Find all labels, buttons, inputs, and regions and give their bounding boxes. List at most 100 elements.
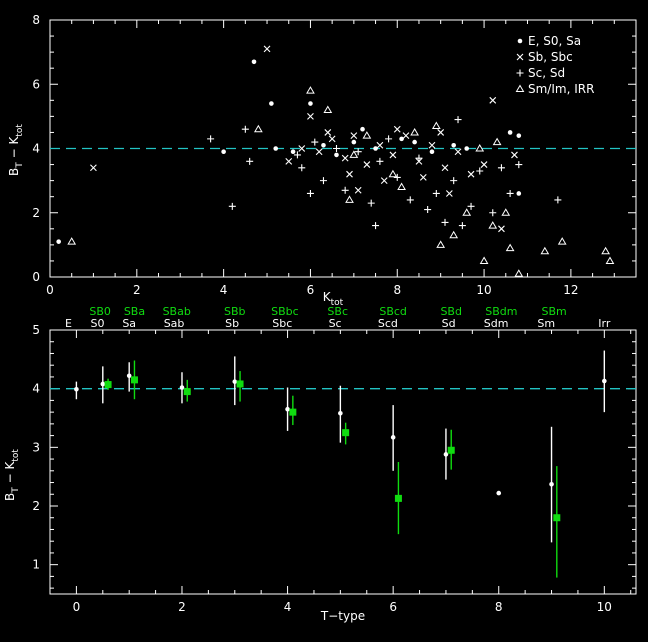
top-point-series-2 xyxy=(515,161,523,169)
bottom-point-series-0 xyxy=(179,385,185,390)
top-point-series-3 xyxy=(345,195,354,203)
bottom-y-tick-label: 2 xyxy=(32,499,40,513)
top-x-tick-label: 12 xyxy=(563,283,578,297)
bottom-point-series-0 xyxy=(285,406,290,412)
type-label-green: SBab xyxy=(163,305,191,318)
legend-marker-2 xyxy=(516,69,524,77)
top-point-series-3 xyxy=(488,221,498,229)
top-point-series-1 xyxy=(341,154,349,162)
top-point-series-2 xyxy=(432,189,440,197)
hubble-type-labels: E S0 Sa Sab Sb Sbc Sc Scd Sd Sdm Sm Irr SB0 SBa SBab SB… xyxy=(65,305,611,330)
bottom-point-series-1 xyxy=(447,446,455,454)
top-point-series-1 xyxy=(419,174,427,181)
top-point-series-0 xyxy=(273,146,279,151)
top-point-series-3 xyxy=(557,237,567,245)
top-x-tick-label: 6 xyxy=(307,283,315,297)
top-x-tick-label: 4 xyxy=(220,283,228,297)
type-label-white: Irr xyxy=(598,317,611,330)
bottom-x-tick-label: 2 xyxy=(178,600,186,614)
top-point-series-3 xyxy=(449,230,459,239)
top-y-tick-label: 4 xyxy=(32,142,40,156)
top-point-series-1 xyxy=(263,45,271,53)
top-point-series-0 xyxy=(507,130,513,135)
legend-markers xyxy=(515,38,525,92)
top-point-series-0 xyxy=(516,133,522,138)
bottom-point-series-0 xyxy=(549,481,554,487)
top-point-series-3 xyxy=(253,124,263,133)
top-point-series-3 xyxy=(349,150,359,158)
top-point-series-1 xyxy=(437,129,445,136)
top-point-series-1 xyxy=(467,170,475,178)
top-point-series-2 xyxy=(332,145,340,152)
top-point-series-3 xyxy=(67,237,77,245)
top-y-tick-label: 2 xyxy=(32,206,40,220)
bottom-point-series-0 xyxy=(602,378,607,384)
bottom-point-series-1 xyxy=(553,514,561,522)
bottom-ylabel-sub1: T xyxy=(11,487,21,494)
bottom-point-series-0 xyxy=(338,411,343,416)
type-label-green: SBd xyxy=(440,305,462,318)
top-point-series-1 xyxy=(380,177,388,185)
top-point-series-3 xyxy=(540,246,550,255)
top-point-series-2 xyxy=(241,125,249,133)
top-ylabel-main: B xyxy=(7,168,21,176)
type-label-white: Scd xyxy=(378,317,398,330)
top-point-series-2 xyxy=(506,189,514,197)
top-point-series-3 xyxy=(306,86,315,94)
top-point-series-3 xyxy=(501,208,511,216)
top-point-series-0 xyxy=(221,149,226,155)
top-point-series-3 xyxy=(431,121,441,130)
top-point-series-2 xyxy=(454,116,462,124)
top-x-tick-label: 10 xyxy=(476,283,491,297)
top-x-tick-label: 2 xyxy=(133,283,141,297)
top-point-series-0 xyxy=(251,59,257,65)
legend-entry-0: E, S0, Sa xyxy=(528,34,581,48)
bottom-point-series-1 xyxy=(104,381,112,389)
bottom-y-tick-label: 3 xyxy=(32,440,40,454)
top-point-series-2 xyxy=(341,186,349,194)
bottom-x-tick-label: 8 xyxy=(495,600,503,614)
top-point-series-2 xyxy=(372,222,380,230)
top-point-series-2 xyxy=(415,154,423,162)
bottom-ylabel-mid: − K xyxy=(3,461,17,488)
bottom-plot-frame xyxy=(49,329,637,595)
top-point-series-0 xyxy=(351,139,357,145)
top-point-series-1 xyxy=(285,157,293,165)
bottom-ylabel-main: B xyxy=(3,493,17,501)
type-label-green: SBc xyxy=(327,305,348,318)
legend-entry-2: Sc, Sd xyxy=(528,66,565,80)
top-point-series-2 xyxy=(311,138,319,146)
top-point-series-2 xyxy=(354,148,362,156)
top-point-series-2 xyxy=(476,167,484,175)
type-label-green: SBdm xyxy=(485,305,517,318)
top-panel: 0 2 4 6 8 10 12 0 2 4 6 8 E, S0, Sa Sb, Sbc Sc, Sd … xyxy=(7,13,637,308)
top-point-series-0 xyxy=(451,142,456,148)
bottom-point-series-1 xyxy=(183,388,191,396)
type-label-white: Sb xyxy=(225,317,239,330)
legend-marker-0 xyxy=(517,38,523,44)
top-point-series-1 xyxy=(441,164,449,172)
top-point-series-1 xyxy=(90,164,97,172)
bottom-point-series-1 xyxy=(289,408,297,416)
bottom-point-series-0 xyxy=(496,490,502,496)
bottom-point-series-1 xyxy=(130,376,138,384)
top-x-axis-label: Ktot xyxy=(323,290,344,308)
top-point-series-2 xyxy=(385,135,393,143)
top-point-series-2 xyxy=(497,164,505,172)
top-point-series-2 xyxy=(246,157,254,165)
type-label-white: Sd xyxy=(442,317,456,330)
top-point-series-0 xyxy=(321,142,326,148)
top-point-series-1 xyxy=(363,161,371,168)
top-point-series-1 xyxy=(328,135,336,143)
bottom-y-axis-label: BT − Ktot xyxy=(3,449,21,501)
legend-entry-3: Sm/Im, IRR xyxy=(528,82,594,96)
bottom-x-axis-label: T−type xyxy=(320,609,365,623)
top-point-series-0 xyxy=(464,146,470,151)
bottom-y-tick-label: 1 xyxy=(32,558,40,572)
top-point-series-2 xyxy=(458,222,466,230)
top-point-series-3 xyxy=(601,246,610,255)
top-point-series-0 xyxy=(360,126,365,132)
legend-marker-3 xyxy=(515,84,525,92)
type-label-green: SBm xyxy=(542,305,567,318)
type-label-white: S0 xyxy=(91,317,105,330)
